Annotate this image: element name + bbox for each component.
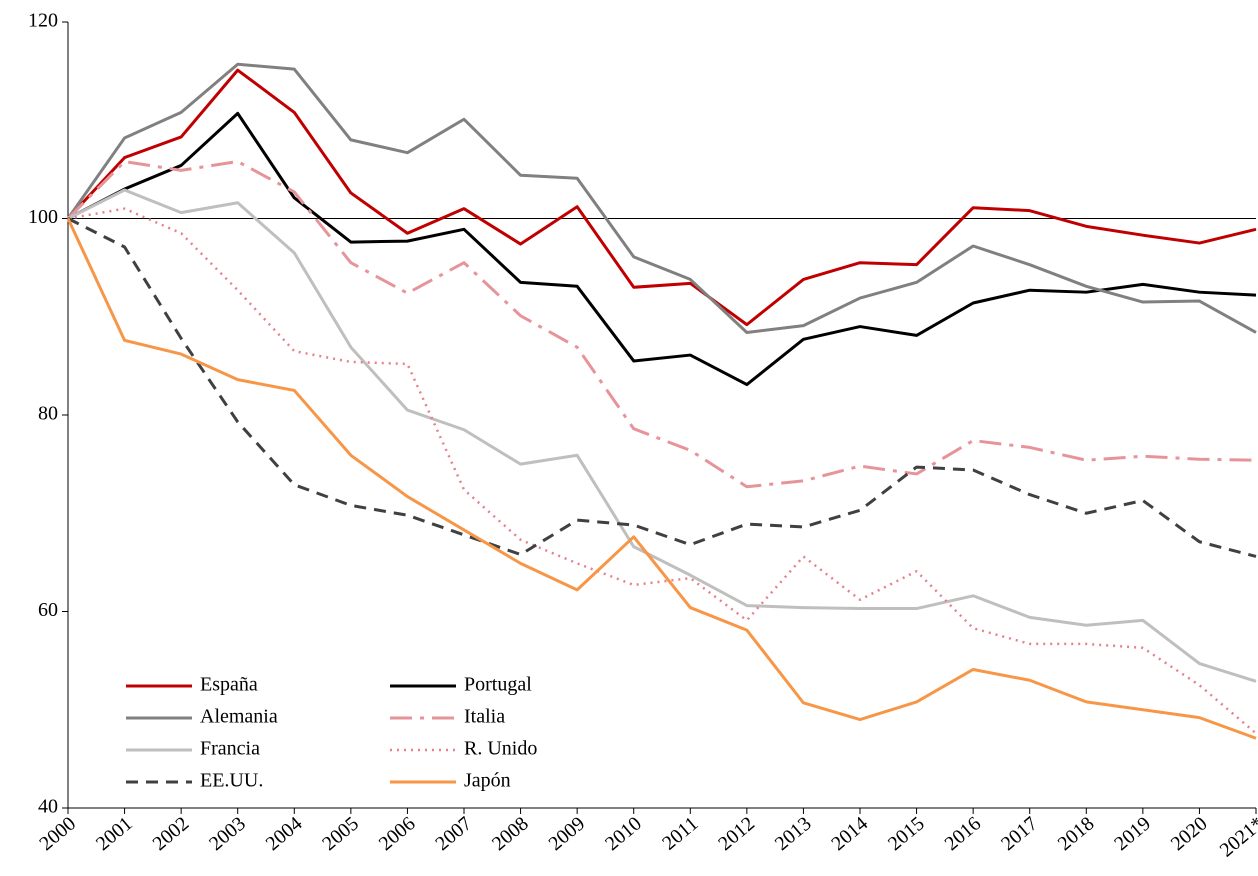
- x-tick-label: 2017: [997, 812, 1042, 855]
- series-line: [67, 111, 1257, 387]
- x-tick-label: 2005: [318, 812, 363, 855]
- x-tick-label: 2018: [1054, 812, 1099, 855]
- legend-label: Italia: [464, 706, 505, 728]
- y-tick-label: 100: [28, 206, 58, 228]
- x-tick-label: 2016: [941, 812, 986, 855]
- x-tick-label: 2011: [658, 812, 702, 854]
- series-line: [67, 217, 1257, 558]
- y-tick-label: 80: [38, 403, 58, 425]
- y-tick-label: 120: [28, 10, 58, 32]
- legend-label: Alemania: [200, 706, 278, 728]
- x-tick-label: 2006: [375, 812, 420, 855]
- x-tick-label: 2015: [884, 812, 929, 855]
- x-tick-label: 2010: [601, 812, 646, 855]
- legend-label: España: [200, 674, 258, 696]
- series-line: [66, 62, 1257, 334]
- x-tick-label: 2007: [431, 812, 476, 855]
- legend-label: Portugal: [464, 674, 532, 696]
- legend-label: EE.UU.: [200, 770, 263, 792]
- x-tick-label: 2000: [35, 812, 80, 855]
- x-tick-label: 2013: [771, 812, 816, 855]
- legend-label: Japón: [464, 770, 511, 792]
- y-tick-label: 60: [38, 599, 58, 621]
- x-tick-label: 2002: [149, 812, 194, 855]
- series-line: [67, 207, 1257, 735]
- x-tick-label: 2009: [545, 812, 590, 855]
- x-tick-label: 2020: [1167, 812, 1212, 855]
- x-tick-label: 2001: [92, 812, 137, 855]
- x-tick-label: 2021*: [1216, 812, 1258, 861]
- legend-label: R. Unido: [464, 738, 537, 760]
- x-tick-label: 2014: [827, 812, 872, 855]
- x-tick-label: 2008: [488, 812, 533, 855]
- series-line: [67, 188, 1257, 683]
- series-line: [66, 217, 1257, 740]
- legend-label: Francia: [200, 738, 260, 760]
- x-tick-label: 2003: [205, 812, 250, 855]
- x-tick-label: 2019: [1110, 812, 1155, 855]
- x-tick-label: 2004: [262, 812, 307, 855]
- x-tick-label: 2012: [714, 812, 759, 855]
- series-line: [66, 160, 1257, 489]
- series-line: [66, 68, 1257, 327]
- y-tick-label: 40: [38, 796, 58, 818]
